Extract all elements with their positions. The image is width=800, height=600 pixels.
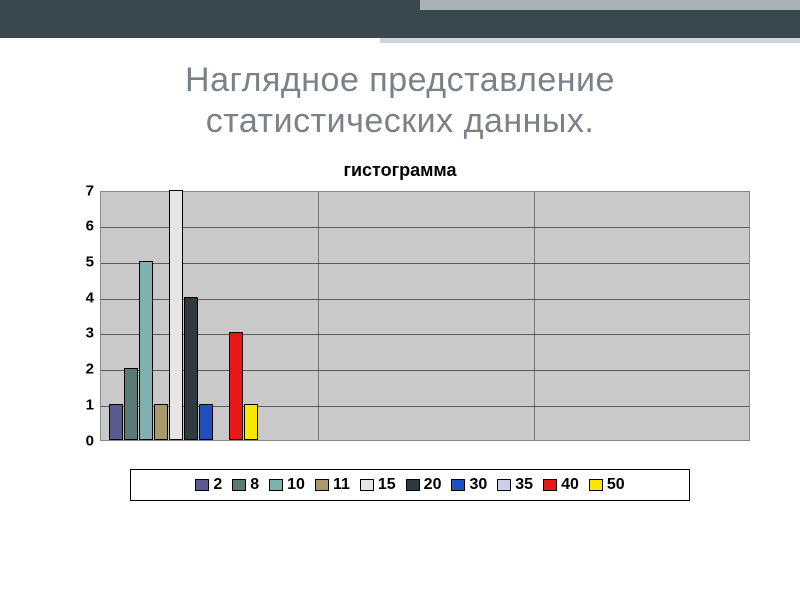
- legend-label: 40: [561, 476, 579, 494]
- legend-label: 20: [424, 476, 442, 494]
- legend-swatch: [451, 479, 465, 491]
- bar-40: [229, 332, 243, 439]
- gridline-h: [101, 299, 749, 300]
- bar-15: [169, 190, 183, 440]
- gridline-h: [101, 334, 749, 335]
- legend-item-50: 50: [589, 476, 625, 494]
- chart-title: гистограмма: [0, 160, 800, 181]
- y-tick-label: 2: [60, 361, 94, 378]
- legend-swatch: [589, 479, 603, 491]
- bar-20: [184, 297, 198, 440]
- legend-item-2: 2: [195, 476, 222, 494]
- legend-label: 8: [250, 476, 259, 494]
- legend-label: 15: [378, 476, 396, 494]
- y-tick-label: 7: [60, 182, 94, 199]
- bar-10: [139, 261, 153, 440]
- plot-region: [100, 191, 750, 441]
- legend-swatch: [315, 479, 329, 491]
- gridline-h: [101, 263, 749, 264]
- legend-label: 30: [469, 476, 487, 494]
- legend-item-35: 35: [497, 476, 533, 494]
- y-tick-label: 0: [60, 432, 94, 449]
- legend-swatch: [406, 479, 420, 491]
- legend-swatch: [360, 479, 374, 491]
- gridline-h: [101, 370, 749, 371]
- legend-label: 35: [515, 476, 533, 494]
- header-accent-1: [420, 0, 800, 10]
- bar-8: [124, 368, 138, 439]
- legend-label: 2: [213, 476, 222, 494]
- header-accent-2: [380, 38, 800, 43]
- bar-2: [109, 404, 123, 440]
- legend-swatch: [543, 479, 557, 491]
- bar-11: [154, 404, 168, 440]
- title-line-2: статистических данных.: [206, 102, 595, 140]
- gridline-v: [318, 192, 319, 440]
- legend-label: 11: [333, 476, 350, 494]
- legend-swatch: [195, 479, 209, 491]
- legend-item-15: 15: [360, 476, 396, 494]
- legend-item-8: 8: [232, 476, 259, 494]
- y-tick-label: 1: [60, 396, 94, 413]
- legend-item-11: 11: [315, 476, 350, 494]
- legend-item-20: 20: [406, 476, 442, 494]
- legend-item-10: 10: [269, 476, 305, 494]
- legend-label: 50: [607, 476, 625, 494]
- legend: 2 8 10 11 15 20 30 35 40 50: [130, 469, 690, 501]
- gridline-v: [534, 192, 535, 440]
- bar-30: [199, 404, 213, 440]
- gridline-h: [101, 227, 749, 228]
- header-bar: [0, 0, 800, 38]
- chart-container: 01234567 281011152030354050: [60, 191, 760, 501]
- legend-swatch: [269, 479, 283, 491]
- legend-swatch: [232, 479, 246, 491]
- y-tick-label: 3: [60, 325, 94, 342]
- y-tick-label: 6: [60, 218, 94, 235]
- chart-area: 01234567: [60, 191, 760, 451]
- legend-swatch: [497, 479, 511, 491]
- y-tick-label: 5: [60, 254, 94, 271]
- legend-item-40: 40: [543, 476, 579, 494]
- title-line-1: Наглядное представление: [185, 61, 615, 99]
- legend-label: 10: [287, 476, 305, 494]
- legend-item-30: 30: [451, 476, 487, 494]
- y-tick-label: 4: [60, 289, 94, 306]
- page-title: Наглядное представление статистических д…: [0, 60, 800, 142]
- bar-50: [244, 404, 258, 440]
